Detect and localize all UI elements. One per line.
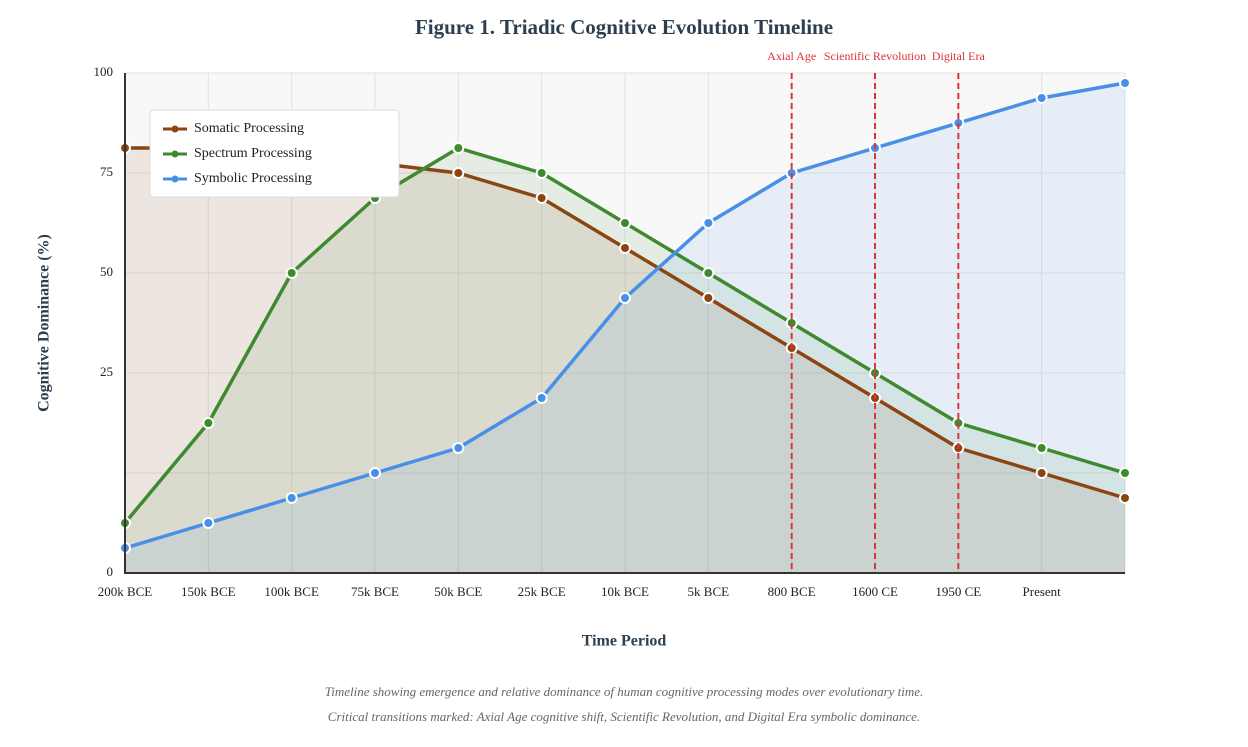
data-point <box>285 492 298 504</box>
data-point <box>1035 467 1048 479</box>
y-tick-label: 0 <box>107 564 114 579</box>
x-tick-label: 1600 CE <box>852 584 898 599</box>
annotation-label: Scientific Revolution <box>824 49 926 63</box>
data-point <box>285 267 298 279</box>
data-point <box>202 517 215 529</box>
data-point <box>702 217 715 229</box>
legend-label: Spectrum Processing <box>194 146 312 161</box>
caption: Critical transitions marked: Axial Age c… <box>328 709 920 724</box>
x-tick-label: 25k BCE <box>518 584 566 599</box>
x-tick-label: 75k BCE <box>351 584 399 599</box>
data-point <box>619 217 631 229</box>
data-point <box>535 167 548 179</box>
legend-label: Somatic Processing <box>194 121 304 136</box>
annotation-label: Axial Age <box>767 49 816 63</box>
legend-label: Symbolic Processing <box>194 171 312 186</box>
data-point <box>702 292 715 304</box>
x-tick-label: 50k BCE <box>434 584 482 599</box>
x-tick-label: 1950 CE <box>935 584 981 599</box>
y-tick-label: 100 <box>94 64 114 79</box>
legend-swatch <box>171 175 179 183</box>
x-tick-label: 150k BCE <box>181 584 236 599</box>
x-axis-label: Time Period <box>582 633 667 650</box>
data-point <box>452 442 465 454</box>
data-point <box>452 142 465 154</box>
x-tick-label: 100k BCE <box>264 584 319 599</box>
legend: Somatic Processing Spectrum Processing Sym… <box>149 109 400 198</box>
caption: Timeline showing emergence and relative … <box>325 684 924 699</box>
legend-box <box>149 109 400 198</box>
data-point <box>702 267 715 279</box>
data-point <box>1119 77 1131 89</box>
legend-swatch <box>171 125 179 133</box>
x-tick-label: 800 BCE <box>768 584 816 599</box>
x-tick-label: 200k BCE <box>98 584 153 599</box>
data-point <box>1035 442 1048 454</box>
data-point <box>1119 467 1131 479</box>
y-tick-label: 50 <box>100 264 113 279</box>
data-point <box>452 167 465 179</box>
y-tick-label: 25 <box>100 364 113 379</box>
axes <box>124 73 1125 574</box>
data-point <box>619 242 631 254</box>
y-axis-label: Cognitive Dominance (%) <box>36 234 53 412</box>
data-point <box>1119 492 1131 504</box>
data-point <box>369 467 381 479</box>
x-tick-label: Present <box>1023 584 1062 599</box>
data-point <box>535 192 548 204</box>
annotations: Axial Age Scientific Revolution Digital Er… <box>767 49 985 573</box>
data-point <box>535 392 548 404</box>
data-point <box>202 417 215 429</box>
x-tick-label: 10k BCE <box>601 584 649 599</box>
annotation-label: Digital Era <box>932 49 986 63</box>
data-point <box>1035 92 1048 104</box>
chart-title: Figure 1. Triadic Cognitive Evolution Ti… <box>415 15 833 39</box>
data-point <box>619 292 631 304</box>
legend-swatch <box>171 150 179 158</box>
y-tick-label: 75 <box>100 164 113 179</box>
x-tick-label: 5k BCE <box>688 584 730 599</box>
